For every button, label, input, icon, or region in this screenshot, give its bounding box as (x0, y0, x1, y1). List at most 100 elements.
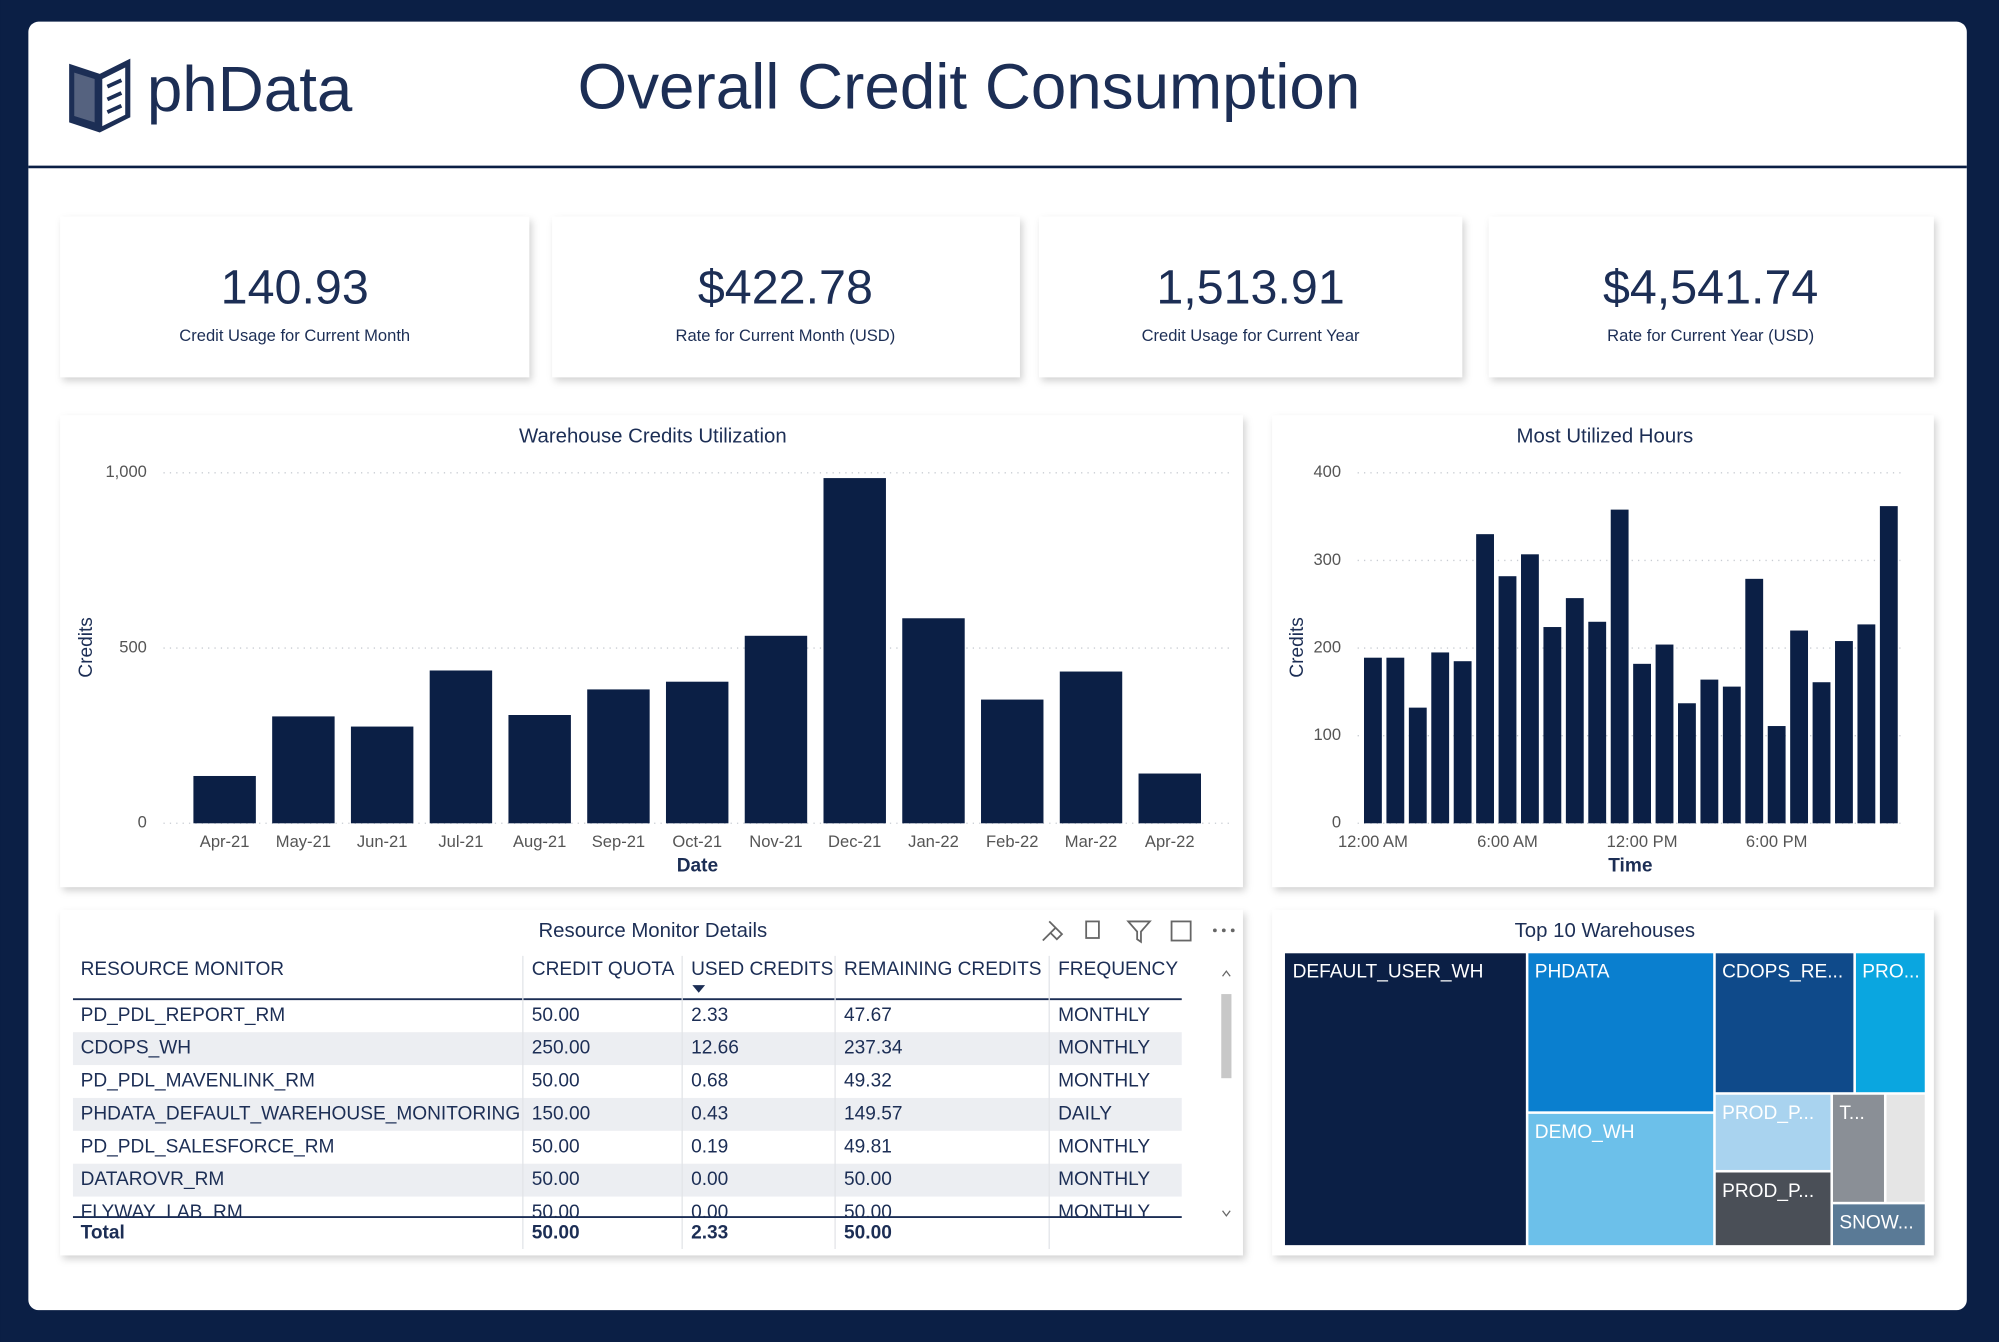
kpi-value: $422.78 (698, 260, 873, 314)
bar (508, 715, 571, 824)
column-header: USED CREDITS (691, 959, 833, 980)
table-cell: 0.00 (691, 1169, 728, 1190)
row-band (72, 1163, 1182, 1197)
y-tick-label: 0 (1332, 813, 1341, 832)
x-tick-label: 12:00 PM (1607, 832, 1678, 851)
bar (1812, 682, 1831, 824)
y-axis-title: Credits (1287, 617, 1308, 678)
tile-label: DEFAULT_USER_WH (1293, 962, 1484, 983)
kpi-card (1039, 216, 1463, 378)
bar (429, 670, 493, 824)
y-axis-title: Credits (76, 617, 97, 678)
chart-card (60, 415, 1243, 888)
tile-label: T... (1839, 1103, 1864, 1124)
table-cell: MONTHLY (1058, 1169, 1150, 1190)
focus-icon[interactable] (1170, 920, 1192, 942)
table-cell: 12.66 (691, 1038, 739, 1059)
table-cell: 2.33 (691, 1005, 728, 1026)
bar (1408, 707, 1427, 824)
chart-title: Warehouse Credits Utilization (519, 426, 787, 448)
y-tick-label: 300 (1313, 550, 1341, 569)
bar (1521, 554, 1539, 824)
x-tick-label: Jun-21 (357, 832, 408, 851)
bar (1678, 703, 1696, 824)
bar (1138, 773, 1201, 824)
tile-label: PHDATA (1535, 962, 1610, 983)
treemap: DEFAULT_USER_WH PHDATA DEMO_WH CDOPS_RE.… (1284, 953, 1925, 1246)
table-cell: 50.00 (532, 1071, 580, 1092)
logo-text: phData (147, 53, 353, 125)
filter-icon[interactable] (1126, 920, 1152, 944)
table-body: PD_PDL_REPORT_RM 50.00 2.33 47.67 MONTHLY CDO… (72, 1005, 1182, 1223)
bar (1790, 630, 1809, 824)
tile[interactable] (1886, 1094, 1925, 1202)
bar (1633, 663, 1652, 824)
pin-icon[interactable] (1042, 920, 1064, 942)
tile[interactable] (1715, 1172, 1831, 1246)
bar (350, 726, 414, 824)
x-axis-title: Time (1608, 856, 1652, 877)
total-cell: 50.00 (532, 1223, 580, 1244)
kpi-label: Rate for Current Month (USD) (676, 326, 896, 345)
total-cell: 50.00 (844, 1223, 892, 1244)
bar (823, 478, 886, 824)
more-icon[interactable] (1212, 928, 1235, 933)
table-cell: 49.32 (844, 1071, 892, 1092)
bar (1610, 509, 1629, 824)
kpi-card (60, 216, 530, 378)
chart-title: Most Utilized Hours (1517, 426, 1694, 448)
x-tick-label: 12:00 AM (1338, 832, 1408, 851)
bar (1453, 661, 1472, 824)
table-cell: MONTHLY (1058, 1202, 1150, 1223)
bar (1588, 621, 1607, 824)
x-tick-label: Jan-22 (908, 832, 959, 851)
tile[interactable] (1832, 1094, 1884, 1202)
x-tick-label: Oct-21 (672, 832, 722, 851)
table-title: Resource Monitor Details (538, 920, 767, 942)
tile-label: PRO... (1862, 962, 1919, 983)
y-tick-label: 1,000 (105, 462, 146, 481)
y-tick-label: 400 (1313, 462, 1341, 481)
bar (1700, 679, 1719, 824)
table-cell: MONTHLY (1058, 1005, 1150, 1026)
tile[interactable] (1832, 1204, 1925, 1246)
x-tick-label: 6:00 PM (1746, 832, 1808, 851)
row-band (72, 1032, 1182, 1066)
table-cell: PD_PDL_SALESFORCE_RM (81, 1136, 335, 1157)
bar (1857, 624, 1876, 824)
column-header: FREQUENCY (1058, 959, 1178, 980)
table-cell: 47.67 (844, 1005, 892, 1026)
bar (744, 635, 808, 824)
table-cell: 50.00 (532, 1169, 580, 1190)
table-cell: MONTHLY (1058, 1071, 1150, 1092)
table-cell: PHDATA_DEFAULT_WAREHOUSE_MONITORING (81, 1103, 521, 1124)
tile[interactable] (1715, 1094, 1831, 1170)
x-tick-label: Mar-22 (1065, 832, 1117, 851)
bar (1745, 578, 1764, 824)
table-cell: PD_PDL_MAVENLINK_RM (81, 1071, 315, 1092)
x-tick-label: Apr-22 (1145, 832, 1195, 851)
tile[interactable] (1715, 953, 1854, 1093)
scrollbar (1221, 970, 1232, 1217)
x-tick-label: May-21 (276, 832, 331, 851)
tile[interactable] (1528, 953, 1714, 1112)
total-cell: 2.33 (691, 1223, 728, 1244)
table-cell: 0.00 (691, 1202, 728, 1223)
tile[interactable] (1855, 953, 1925, 1093)
tile[interactable] (1528, 1113, 1714, 1246)
tile[interactable] (1284, 953, 1526, 1246)
bar (1363, 657, 1382, 824)
table-cell: 149.57 (844, 1103, 902, 1124)
treemap-title: Top 10 Warehouses (1515, 920, 1695, 942)
bar (1386, 657, 1405, 824)
kpi-value: $4,541.74 (1603, 260, 1818, 314)
x-axis-title: Date (677, 856, 718, 877)
bar (1059, 671, 1123, 824)
table-cell: 50.00 (532, 1202, 580, 1223)
tile-label: PROD_P... (1722, 1103, 1814, 1124)
table-cell: 50.00 (844, 1169, 892, 1190)
bar (902, 618, 965, 824)
copy-icon[interactable] (1085, 920, 1100, 939)
column-header: CREDIT QUOTA (532, 959, 675, 980)
